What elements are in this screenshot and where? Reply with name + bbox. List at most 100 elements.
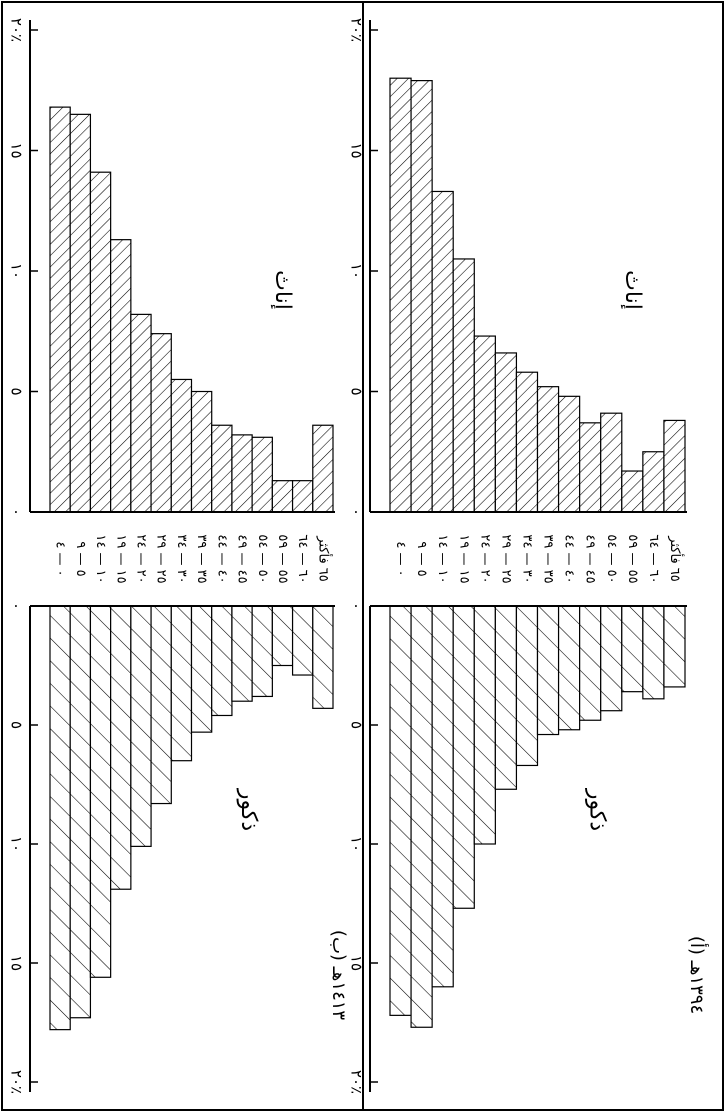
panel-year-label: (أ) ١٣٩٤هـ <box>686 936 709 1014</box>
tick-label: ٥ <box>348 387 366 395</box>
bar-female <box>557 395 581 513</box>
female-series-label: إناث <box>620 270 645 310</box>
panel-year-label: (ب) ١٤١٣هـ <box>328 930 349 1021</box>
bar-female <box>621 470 644 513</box>
tick-label: ٠ <box>8 602 26 610</box>
age-group-label: ٦٥ فأكثر <box>667 535 685 582</box>
bar-male <box>536 605 560 736</box>
male-series-label: ذكور <box>236 788 261 831</box>
tick-label: ٠ <box>8 508 26 516</box>
bar-female <box>231 434 253 513</box>
bar-female <box>251 436 273 513</box>
bar-female <box>150 333 172 513</box>
tick-label: ١٥ <box>348 955 366 971</box>
tick-label: ١٥ <box>8 955 26 971</box>
age-group-label: ١٠ — ١٤ <box>93 534 108 583</box>
age-group-label: ٥ — ٩ <box>414 541 429 576</box>
age-group-label: ٤٠ — ٤٤ <box>562 534 577 583</box>
tick-label: ٠ <box>348 508 366 516</box>
tick-label: ١٠ <box>348 263 366 279</box>
bar-male <box>494 605 518 790</box>
bar-female <box>69 113 92 513</box>
age-group-label: ٢٠ — ٢٤ <box>133 534 148 583</box>
age-group-label: ٥٥ — ٥٩ <box>275 534 290 583</box>
bar-female <box>110 239 132 513</box>
bar-female <box>410 80 433 513</box>
age-group-label: ٤٥ — ٤٩ <box>235 534 250 583</box>
bar-male <box>431 605 454 988</box>
bar-female <box>431 190 454 513</box>
bar-male <box>600 605 623 712</box>
age-group-label: ٦٠ — ٦٤ <box>646 534 661 583</box>
tick-label: ٠ <box>348 602 366 610</box>
age-group-label: ٥٠ — ٥٤ <box>604 534 619 583</box>
bar-male <box>452 605 475 909</box>
age-group-label: ٥ — ٩ <box>73 541 88 576</box>
age-group-label: ١٠ — ١٤ <box>435 534 450 583</box>
age-group-label: ٤٠ — ٤٤ <box>214 534 229 583</box>
bar-male <box>515 605 539 767</box>
bar-female <box>600 412 623 513</box>
bar-male <box>312 605 334 709</box>
panel-b: ٠ ٠ ٥ ٥ ١٠ ١٠ ١٥ ١٥ ٢٠٪ ٢٠٪ ٠ — ٤ ٥ — ٩ ١٠ — ١٤ ١٥ — … <box>8 18 350 1094</box>
bar-female <box>389 77 412 513</box>
male-series-label: ذكور <box>585 788 610 831</box>
bar-male <box>110 605 132 890</box>
tick-label: ٢٠٪ <box>348 18 366 42</box>
tick-label: ٢٠٪ <box>348 1070 366 1094</box>
bar-female <box>452 258 475 513</box>
bar-male <box>170 605 193 762</box>
bar-male <box>89 605 112 978</box>
age-group-label: ٥٥ — ٥٩ <box>625 534 640 583</box>
tick-label: ٥ <box>348 721 366 729</box>
bar-male <box>663 605 686 688</box>
age-group-label: ١٥ — ١٩ <box>113 534 128 583</box>
tick-label: ١٥ <box>348 142 366 158</box>
female-series-label: إناث <box>270 270 295 310</box>
tick-label: ٥ <box>8 721 26 729</box>
age-group-label: ٣٠ — ٣٤ <box>174 534 189 583</box>
bar-male <box>579 605 602 721</box>
bar-male <box>291 605 314 676</box>
bar-male <box>473 605 496 845</box>
bar-male <box>49 605 71 1031</box>
bar-female <box>130 313 152 513</box>
tick-label: ٢٠٪ <box>8 18 26 42</box>
bar-male <box>410 605 433 1028</box>
bar-female <box>89 171 112 513</box>
bar-male <box>557 605 581 731</box>
bar-female <box>642 451 665 513</box>
tick-label: ١٥ <box>8 142 26 158</box>
bar-female <box>190 390 213 513</box>
bar-female <box>49 106 71 513</box>
tick-label: ١٠ <box>8 836 26 852</box>
bar-male <box>231 605 253 702</box>
bar-female <box>473 335 496 513</box>
bar-female <box>271 480 294 513</box>
age-group-label: ٣٠ — ٣٤ <box>519 534 534 583</box>
age-group-label: ٦٠ — ٦٤ <box>295 534 310 583</box>
bar-male <box>251 605 273 698</box>
bar-male <box>150 605 172 805</box>
bar-male <box>271 605 294 667</box>
tick-label: ١٠ <box>8 263 26 279</box>
bar-male <box>211 605 233 717</box>
age-group-label: ٢٥ — ٢٩ <box>154 534 169 583</box>
bar-female <box>663 419 686 513</box>
bar-male <box>642 605 665 700</box>
bar-male <box>69 605 92 1019</box>
tick-label: ٢٠٪ <box>8 1070 26 1094</box>
age-group-label: ٦٥ فأكثر <box>315 535 333 582</box>
age-group-label: ٢٥ — ٢٩ <box>498 534 513 583</box>
tick-label: ١٠ <box>348 836 366 852</box>
bar-female <box>579 422 602 513</box>
bar-female <box>170 378 193 513</box>
bar-female <box>515 371 539 513</box>
bar-male <box>190 605 213 733</box>
bar-male <box>389 605 412 1016</box>
age-group-label: ٣٥ — ٣٩ <box>541 534 556 583</box>
bar-female <box>211 424 233 513</box>
bar-male <box>130 605 152 847</box>
bar-female <box>312 424 334 513</box>
